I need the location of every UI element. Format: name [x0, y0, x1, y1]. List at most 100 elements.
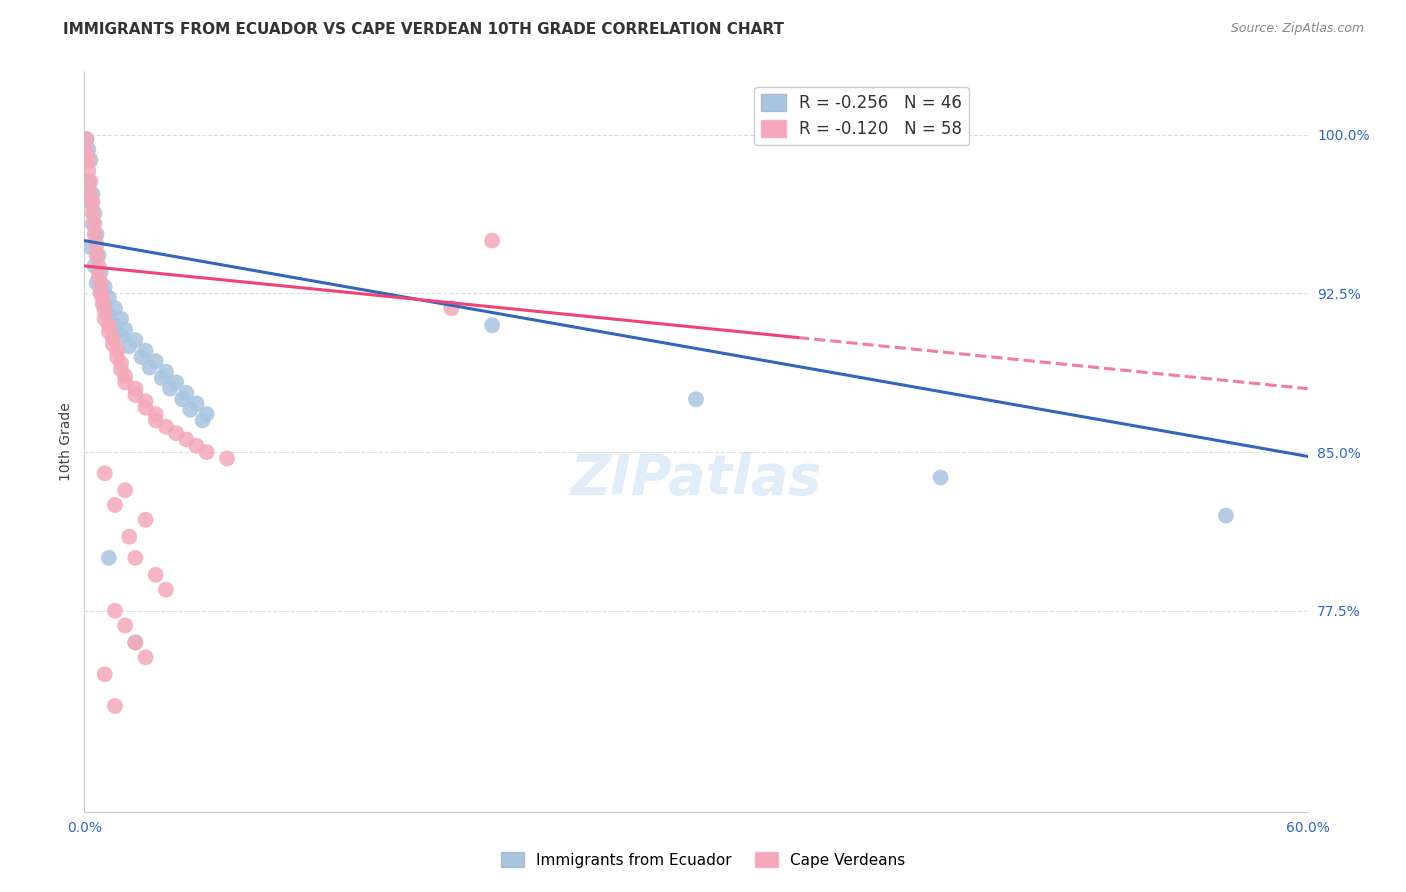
Point [131, 350, 153, 364]
Point [91, 297, 114, 311]
Point [83, 227, 105, 242]
Point [77, 153, 100, 168]
Point [114, 618, 136, 632]
Point [79, 240, 101, 254]
Point [165, 426, 187, 441]
Point [155, 365, 177, 379]
Point [93, 303, 115, 318]
Point [97, 291, 120, 305]
Point [110, 311, 132, 326]
Point [86, 276, 108, 290]
Point [87, 269, 110, 284]
Point [174, 385, 197, 400]
Point [97, 308, 120, 322]
Point [135, 401, 157, 415]
Point [104, 698, 127, 713]
Point [90, 265, 112, 279]
Point [82, 206, 104, 220]
Point [105, 343, 128, 358]
Point [135, 650, 157, 665]
Point [104, 498, 127, 512]
Y-axis label: 10th Grade: 10th Grade [59, 402, 73, 481]
Point [217, 451, 239, 466]
Point [77, 143, 100, 157]
Point [1215, 508, 1237, 523]
Point [82, 195, 104, 210]
Point [82, 217, 104, 231]
Point [79, 153, 101, 168]
Text: IMMIGRANTS FROM ECUADOR VS CAPE VERDEAN 10TH GRADE CORRELATION CHART: IMMIGRANTS FROM ECUADOR VS CAPE VERDEAN … [63, 22, 785, 37]
Point [93, 667, 115, 681]
Point [145, 354, 167, 368]
Point [77, 163, 100, 178]
Point [101, 337, 124, 351]
Point [83, 206, 105, 220]
Point [481, 234, 503, 248]
Point [75, 132, 97, 146]
Point [124, 388, 146, 402]
Point [91, 291, 114, 305]
Point [90, 285, 112, 299]
Point [155, 419, 177, 434]
Point [79, 195, 101, 210]
Point [155, 582, 177, 597]
Point [104, 604, 127, 618]
Point [114, 376, 136, 390]
Point [159, 382, 181, 396]
Point [114, 483, 136, 498]
Point [110, 356, 132, 370]
Point [191, 413, 214, 427]
Point [93, 467, 115, 481]
Point [87, 248, 110, 262]
Point [186, 396, 208, 410]
Point [124, 333, 146, 347]
Point [79, 174, 101, 188]
Point [440, 301, 463, 316]
Point [124, 382, 146, 396]
Point [186, 439, 208, 453]
Point [83, 217, 105, 231]
Text: Source: ZipAtlas.com: Source: ZipAtlas.com [1230, 22, 1364, 36]
Point [90, 276, 112, 290]
Point [124, 635, 146, 649]
Point [179, 402, 201, 417]
Point [124, 635, 146, 649]
Point [118, 530, 141, 544]
Legend: Immigrants from Ecuador, Cape Verdeans: Immigrants from Ecuador, Cape Verdeans [495, 846, 911, 873]
Point [104, 318, 127, 333]
Point [145, 407, 167, 421]
Point [82, 187, 104, 202]
Point [195, 407, 218, 421]
Point [90, 286, 112, 301]
Point [75, 132, 97, 146]
Point [83, 259, 105, 273]
Point [93, 311, 115, 326]
Point [195, 445, 218, 459]
Text: ZIPatlas: ZIPatlas [571, 451, 821, 506]
Point [135, 513, 157, 527]
Point [174, 433, 197, 447]
Point [105, 350, 128, 364]
Point [114, 322, 136, 336]
Point [481, 318, 503, 333]
Point [93, 297, 115, 311]
Point [138, 360, 160, 375]
Point [97, 325, 120, 339]
Point [97, 318, 120, 333]
Point [86, 248, 108, 262]
Point [101, 331, 124, 345]
Point [124, 550, 146, 565]
Point [150, 371, 173, 385]
Point [118, 339, 141, 353]
Point [93, 280, 115, 294]
Point [145, 413, 167, 427]
Point [86, 227, 108, 242]
Point [135, 394, 157, 409]
Point [685, 392, 707, 407]
Point [135, 343, 157, 358]
Point [86, 237, 108, 252]
Point [165, 376, 187, 390]
Point [87, 259, 110, 273]
Point [77, 174, 100, 188]
Point [114, 368, 136, 383]
